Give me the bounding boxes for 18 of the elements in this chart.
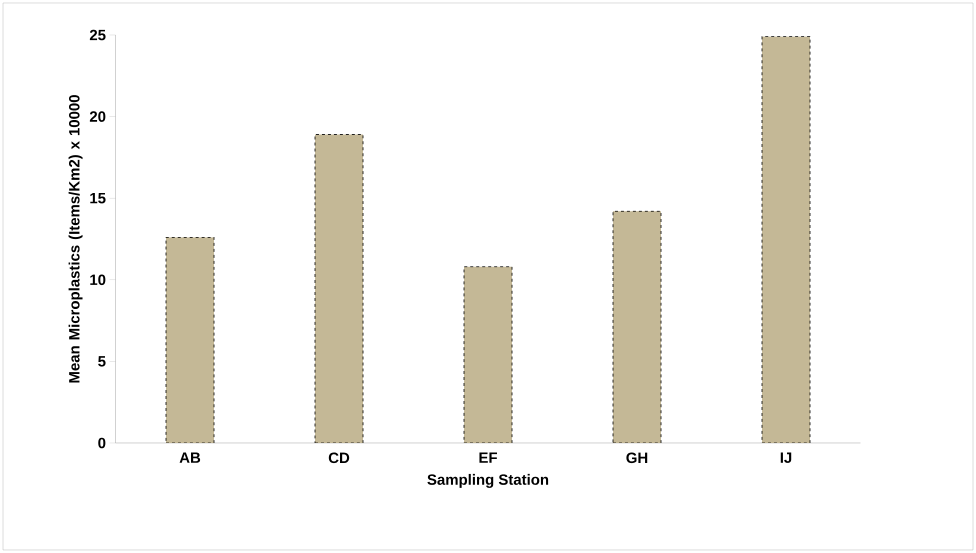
x-tick-label: GH [626, 452, 648, 464]
bar [762, 36, 810, 443]
y-tick-label: 15 [90, 192, 106, 204]
y-axis-title: Mean Microplastics (Items/Km2) x 10000 [68, 95, 83, 382]
x-tick-label: CD [328, 452, 350, 464]
bar [612, 210, 662, 443]
x-axis-title: Sampling Station [427, 474, 548, 488]
x-tick-label: IJ [780, 452, 792, 463]
x-tick-label: EF [479, 452, 498, 463]
y-tick-label: 0 [98, 438, 106, 448]
y-tick-label: 25 [90, 30, 106, 40]
bar [314, 134, 364, 443]
y-tick-label: 20 [90, 111, 106, 122]
y-tick-label: 10 [90, 274, 106, 286]
y-tick-label: 5 [98, 356, 106, 367]
bar [166, 236, 214, 443]
x-tick-label: AB [180, 452, 200, 463]
bar [464, 266, 512, 443]
